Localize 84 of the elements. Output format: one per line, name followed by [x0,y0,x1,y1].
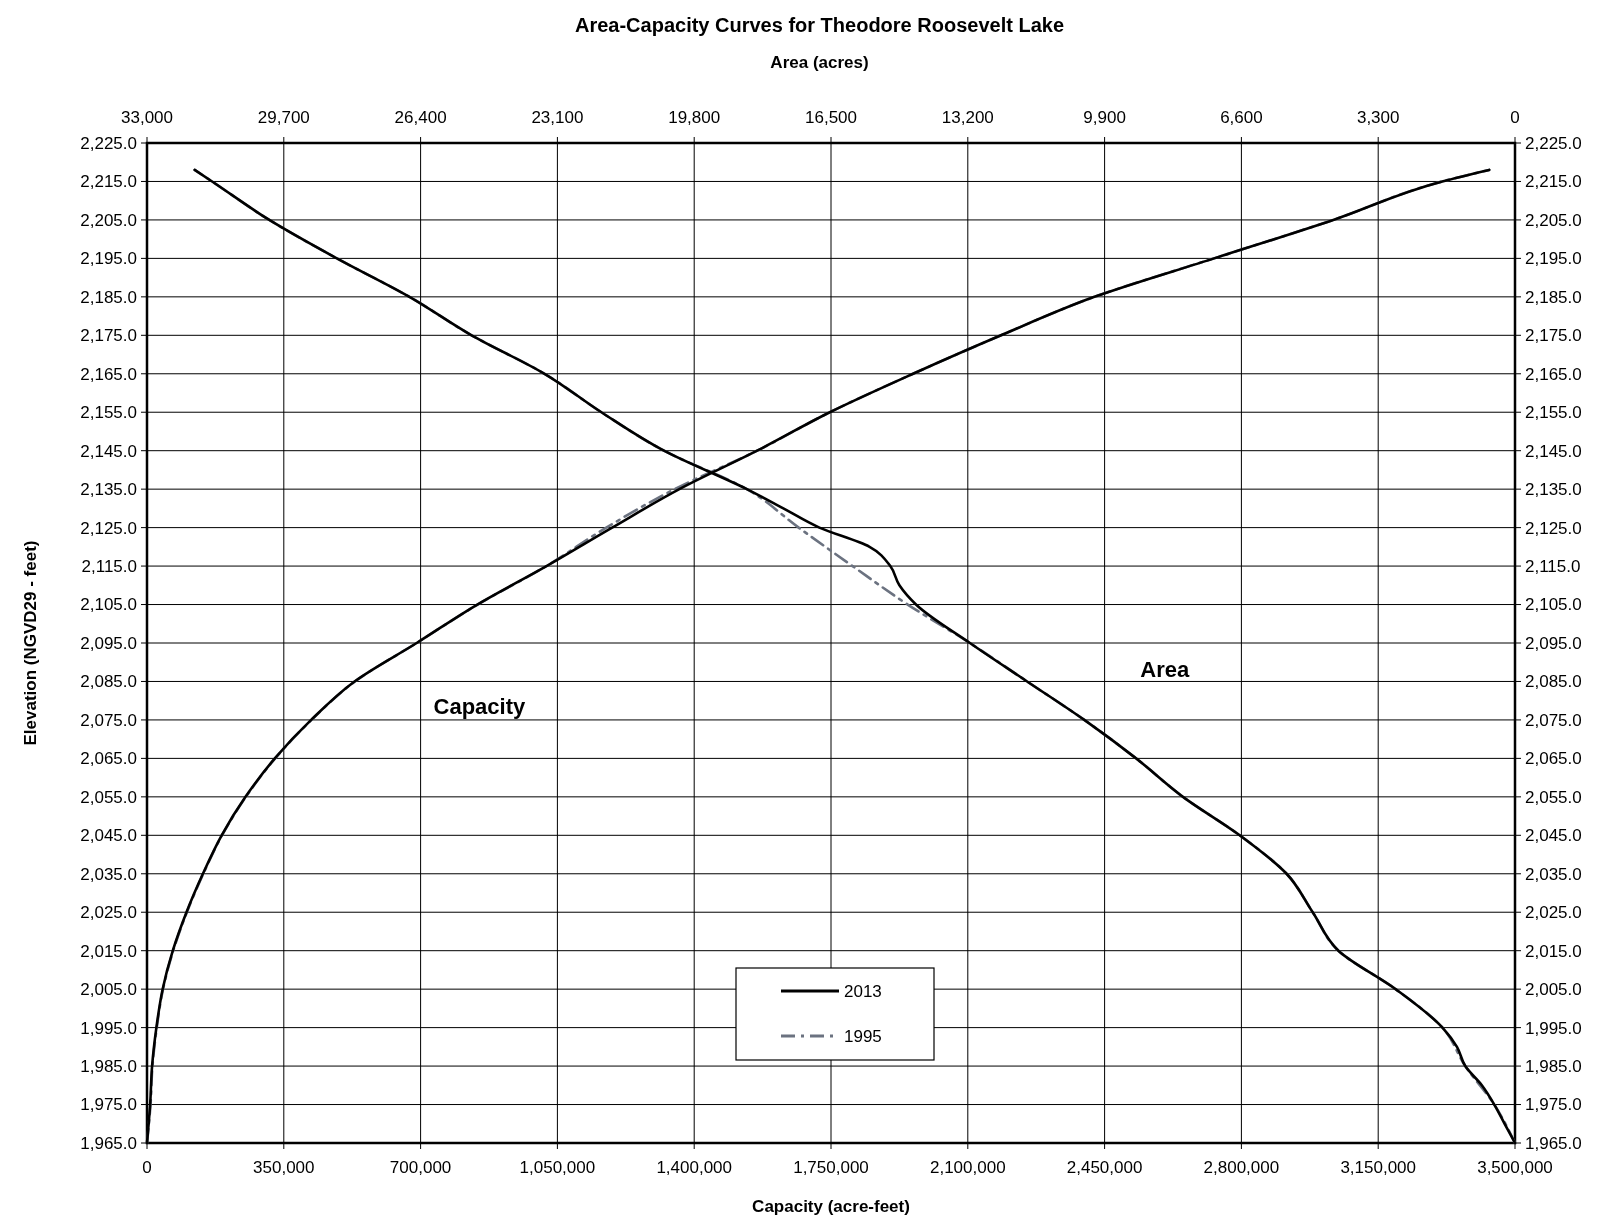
y-tick-label: 2,155.0 [80,403,137,423]
y-tick-label: 2,105.0 [80,595,137,615]
y2-tick-label: 2,145.0 [1525,441,1582,461]
y2-tick-label: 2,125.0 [1525,518,1582,538]
y-tick-label: 2,095.0 [80,633,137,653]
x2-tick-label: 26,400 [394,108,447,127]
y2-tick-label: 2,025.0 [1525,903,1582,923]
y-tick-label: 2,195.0 [80,249,137,269]
x2-tick-label: 0 [1510,108,1520,127]
x-tick-label: 0 [142,1158,152,1177]
x-tick-label: 2,100,000 [929,1158,1006,1177]
x-tick-label: 2,450,000 [1066,1158,1143,1177]
y2-tick-label: 2,195.0 [1525,249,1582,269]
x2-axis-title: Area (acres) [770,53,869,72]
y-tick-label: 2,125.0 [80,518,137,538]
y-tick-label: 2,035.0 [80,864,137,884]
y-tick-label: 2,005.0 [80,980,137,1000]
y2-tick-label: 2,135.0 [1525,480,1582,500]
y2-tick-label: 2,155.0 [1525,403,1582,423]
x-tick-label: 3,150,000 [1340,1158,1417,1177]
y2-tick-label: 2,095.0 [1525,633,1582,653]
y-tick-label: 2,075.0 [80,710,137,730]
x-tick-label: 1,400,000 [656,1158,733,1177]
annotation: Area [1140,656,1191,682]
x2-tick-label: 19,800 [668,108,721,127]
x2-tick-label: 33,000 [121,108,173,127]
x-tick-label: 1,050,000 [519,1158,596,1177]
y-tick-label: 1,995.0 [80,1018,137,1038]
y2-tick-label: 1,995.0 [1525,1018,1582,1038]
x2-tick-label: 6,600 [1220,108,1263,127]
y-axis-title: Elevation (NGVD29 - feet) [21,540,40,746]
y-tick-label: 1,975.0 [80,1095,137,1115]
x-tick-label: 350,000 [253,1158,315,1177]
x2-tick-label: 16,500 [805,108,857,127]
y-tick-label: 2,215.0 [80,172,137,192]
y2-tick-label: 2,015.0 [1525,941,1582,961]
x2-tick-label: 29,700 [257,108,310,127]
y2-tick-label: 2,215.0 [1525,172,1582,192]
y2-tick-label: 2,185.0 [1525,287,1582,307]
y-tick-label: 2,115.0 [81,557,137,577]
legend-label: 1995 [844,1026,882,1046]
y-tick-label: 2,065.0 [80,749,137,769]
chart-title: Area-Capacity Curves for Theodore Roosevelt Lake [574,14,1065,36]
y-tick-label: 2,015.0 [80,941,137,961]
y2-tick-label: 2,055.0 [1525,787,1582,807]
y2-tick-label: 2,065.0 [1525,749,1582,769]
y-tick-label: 1,985.0 [80,1057,137,1077]
x-tick-label: 3,500,000 [1477,1158,1553,1177]
y2-tick-label: 2,165.0 [1525,364,1582,384]
y-tick-label: 2,085.0 [80,672,137,692]
x-tick-label: 700,000 [389,1158,452,1177]
y-tick-label: 2,225.0 [80,133,137,153]
y2-tick-label: 2,035.0 [1525,864,1582,884]
y2-tick-label: 2,175.0 [1525,326,1582,346]
y2-tick-label: 2,085.0 [1525,672,1582,692]
y2-tick-label: 1,985.0 [1525,1057,1582,1077]
y2-tick-label: 2,005.0 [1525,980,1582,1000]
y-tick-label: 2,165.0 [80,364,137,384]
y2-tick-label: 2,225.0 [1525,133,1582,153]
y2-tick-label: 2,105.0 [1525,595,1582,615]
y-tick-label: 2,055.0 [80,787,137,807]
x-axis-title: Capacity (acre-feet) [752,1197,910,1216]
y-tick-label: 2,175.0 [80,326,137,346]
x2-tick-label: 3,300 [1356,108,1400,127]
y2-tick-label: 2,045.0 [1525,826,1582,846]
y-tick-label: 2,135.0 [80,480,137,500]
y-tick-label: 1,965.0 [80,1133,137,1153]
y2-tick-label: 2,115.0 [1525,557,1581,577]
y2-tick-label: 1,975.0 [1525,1095,1582,1115]
y2-tick-label: 2,075.0 [1525,710,1582,730]
legend-label: 2013 [844,981,882,1001]
x-tick-label: 1,750,000 [793,1158,869,1177]
annotation: Capacity [433,693,527,719]
y-tick-label: 2,185.0 [80,287,137,307]
y-tick-label: 2,205.0 [80,210,137,230]
y2-tick-label: 2,205.0 [1525,210,1582,230]
x-tick-label: 2,800,000 [1203,1158,1280,1177]
x2-tick-label: 9,900 [1083,108,1126,127]
y2-tick-label: 1,965.0 [1525,1133,1582,1153]
x2-tick-label: 13,200 [941,108,994,127]
y-tick-label: 2,045.0 [80,826,137,846]
y-tick-label: 2,145.0 [80,441,137,461]
x2-tick-label: 23,100 [531,108,584,127]
y-tick-label: 2,025.0 [80,903,137,923]
